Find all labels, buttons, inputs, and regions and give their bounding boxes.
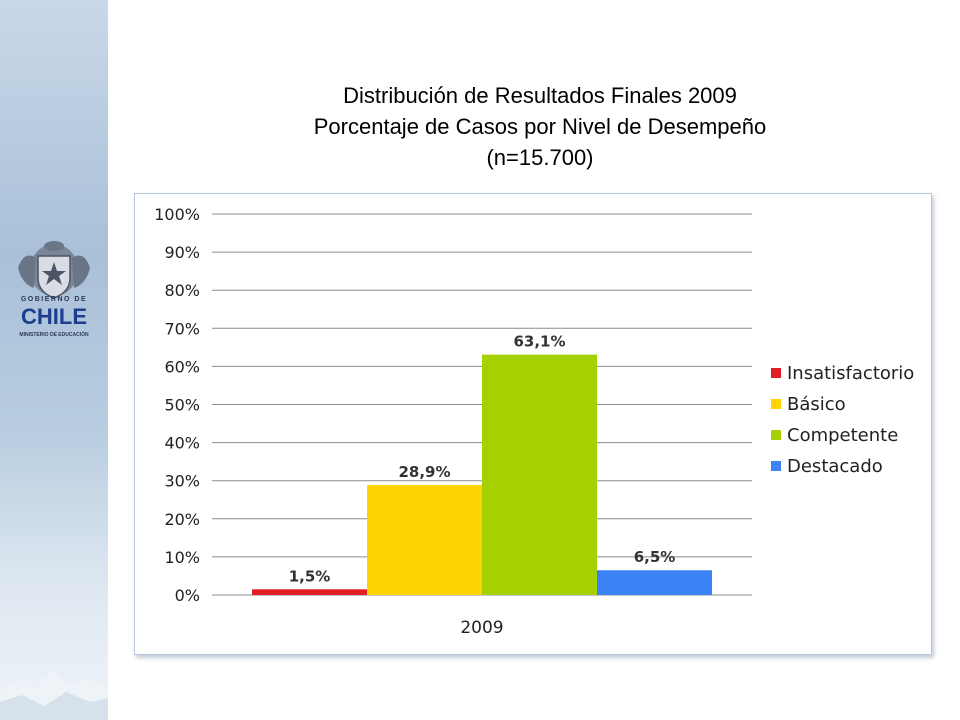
- data-label: 1,5%: [289, 567, 331, 585]
- y-tick-label: 80%: [164, 281, 200, 300]
- decorative-sidebar: [0, 0, 108, 720]
- slide-title-line3: (n=15.700): [486, 145, 594, 170]
- x-tick-label: 2009: [460, 618, 503, 638]
- chart-container: 0% 10% 20% 30% 40% 50% 60% 70% 80% 90% 100% 1,5% 28,…: [134, 193, 932, 655]
- slide-title-line2: Porcentaje de Casos por Nivel de Desempe…: [313, 114, 767, 139]
- data-label: 6,5%: [634, 548, 676, 566]
- mountain-graphic: [0, 670, 108, 720]
- legend-swatch: [771, 461, 781, 471]
- coat-of-arms-icon: [18, 241, 90, 299]
- bar-insatisfactorio: [252, 589, 367, 595]
- y-tick-label: 0%: [175, 586, 200, 605]
- legend-swatch: [771, 430, 781, 440]
- legend-label: Básico: [787, 394, 846, 415]
- y-tick-label: 70%: [164, 319, 200, 338]
- y-tick-label: 100%: [154, 205, 200, 224]
- logo-text-ministerio: MINISTERIO DE EDUCACIÓN: [19, 332, 89, 338]
- logo-text-chile: CHILE: [21, 304, 87, 329]
- y-tick-label: 30%: [164, 472, 200, 491]
- legend-label: Insatisfactorio: [787, 363, 914, 384]
- y-tick-label: 90%: [164, 243, 200, 262]
- y-tick-label: 50%: [164, 396, 200, 415]
- y-tick-label: 60%: [164, 357, 200, 376]
- y-tick-label: 10%: [164, 548, 200, 567]
- logo-text-gobierno: GOBIERNO DE: [20, 296, 88, 303]
- y-tick-label: 20%: [164, 510, 200, 529]
- slide-title-line1: Distribución de Resultados Finales 2009: [343, 83, 737, 108]
- data-label: 63,1%: [513, 333, 565, 351]
- legend-swatch: [771, 399, 781, 409]
- bar-básico: [367, 484, 482, 595]
- bar-destacado: [597, 570, 712, 595]
- bar-competente: [482, 354, 597, 595]
- legend-label: Destacado: [787, 456, 883, 477]
- data-label: 28,9%: [398, 463, 450, 481]
- legend-swatch: [771, 368, 781, 378]
- bar-chart: 0% 10% 20% 30% 40% 50% 60% 70% 80% 90% 100% 1,5% 28,…: [154, 205, 914, 638]
- y-tick-label: 40%: [164, 434, 200, 453]
- legend-label: Competente: [787, 425, 898, 446]
